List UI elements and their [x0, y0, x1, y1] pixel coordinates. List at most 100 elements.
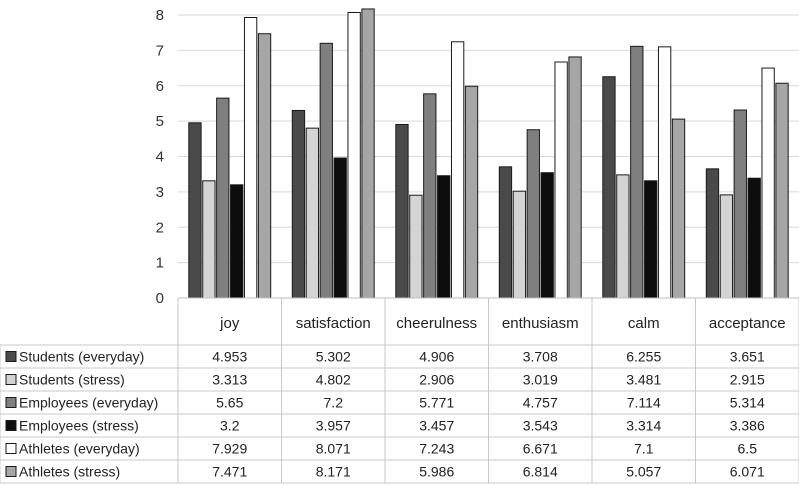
bar [437, 175, 451, 299]
table-value: 6.671 [523, 441, 558, 457]
series-name: Employees (stress) [19, 418, 139, 434]
bar [775, 82, 789, 299]
table-value: 8.071 [316, 441, 351, 457]
y-tick-label: 4 [156, 149, 164, 166]
bar [630, 45, 644, 299]
table-value: 3.543 [523, 418, 558, 434]
category-label: calm [628, 315, 660, 332]
series-name: Employees (everyday) [19, 395, 158, 411]
table-value: 3.2 [220, 418, 240, 434]
category-label: joy [219, 315, 240, 332]
bar [243, 17, 258, 299]
bar [409, 194, 423, 299]
table-value: 3.957 [316, 418, 351, 434]
y-tick-label: 3 [156, 184, 164, 201]
bar [257, 33, 272, 299]
bar [498, 166, 513, 299]
bar [395, 123, 409, 299]
table-value: 4.953 [212, 349, 247, 365]
bar [319, 42, 333, 299]
bar [305, 127, 320, 299]
series-name: Athletes (everyday) [19, 441, 140, 457]
y-tick-label: 2 [156, 219, 164, 236]
table-value: 6.5 [738, 441, 758, 457]
y-tick-label: 1 [156, 255, 164, 272]
bar [554, 61, 568, 299]
bar [464, 85, 479, 299]
legend-key [5, 443, 17, 454]
bar [450, 41, 465, 299]
bar [423, 93, 437, 299]
legend-key [5, 420, 17, 431]
bar [216, 97, 230, 299]
table-value: 7.471 [212, 464, 247, 480]
category-label: cheerulness [396, 315, 477, 332]
bar [602, 76, 616, 299]
y-tick-label: 8 [156, 7, 164, 24]
table-value: 3.019 [523, 372, 558, 388]
table-value: 7.929 [212, 441, 247, 457]
y-tick-label: 0 [156, 290, 164, 307]
bar [526, 129, 540, 299]
bar [347, 11, 361, 299]
table-value: 6.255 [626, 349, 661, 365]
bar [671, 118, 686, 299]
table-value: 4.802 [316, 372, 351, 388]
bar [616, 174, 630, 299]
bar [747, 177, 761, 299]
bar [540, 172, 554, 299]
table-value: 4.906 [419, 349, 454, 365]
table-value: 5.314 [730, 395, 765, 411]
table-value: 6.814 [523, 464, 558, 480]
bar [333, 157, 347, 299]
table-value: 4.757 [523, 395, 558, 411]
table-value: 6.071 [730, 464, 765, 480]
y-tick-label: 5 [156, 113, 164, 130]
table-value: 2.915 [730, 372, 765, 388]
bar [291, 109, 306, 299]
legend-key [5, 374, 17, 385]
table-value: 7.2 [324, 395, 344, 411]
series-name: Athletes (stress) [19, 464, 120, 480]
table-value: 3.386 [730, 418, 765, 434]
series-name: Students (everyday) [19, 349, 144, 365]
legend-key [5, 397, 17, 408]
table-value: 3.708 [523, 349, 558, 365]
bar [361, 8, 375, 299]
bar [657, 46, 672, 299]
table-value: 3.651 [730, 349, 765, 365]
table-value: 3.314 [626, 418, 661, 434]
bar [705, 168, 720, 299]
y-tick-label: 6 [156, 78, 164, 95]
table-value: 7.114 [627, 395, 661, 411]
table-value: 3.481 [626, 372, 661, 388]
table-value: 7.243 [419, 441, 454, 457]
table-value: 8.171 [316, 464, 351, 480]
bar [202, 180, 216, 299]
table-value: 5.302 [316, 349, 351, 365]
table-value: 7.1 [634, 441, 654, 457]
table-value: 5.65 [216, 395, 243, 411]
y-tick-label: 7 [156, 42, 164, 59]
bar [230, 184, 244, 299]
bar [188, 122, 202, 299]
series-name: Students (stress) [19, 372, 125, 388]
table-value: 3.457 [419, 418, 454, 434]
table-value: 5.986 [419, 464, 454, 480]
table-value: 2.906 [419, 372, 454, 388]
bar [761, 67, 775, 299]
table-value: 5.057 [626, 464, 661, 480]
table-value: 3.313 [212, 372, 247, 388]
bar [568, 56, 582, 299]
bar [719, 194, 734, 299]
bar [733, 109, 747, 299]
legend-key [5, 466, 17, 477]
bar [512, 190, 527, 299]
table-value: 5.771 [419, 395, 454, 411]
category-label: satisfaction [296, 315, 371, 332]
legend-key [5, 351, 17, 362]
category-label: acceptance [709, 315, 786, 332]
category-label: enthusiasm [502, 315, 579, 332]
bar [644, 180, 658, 299]
